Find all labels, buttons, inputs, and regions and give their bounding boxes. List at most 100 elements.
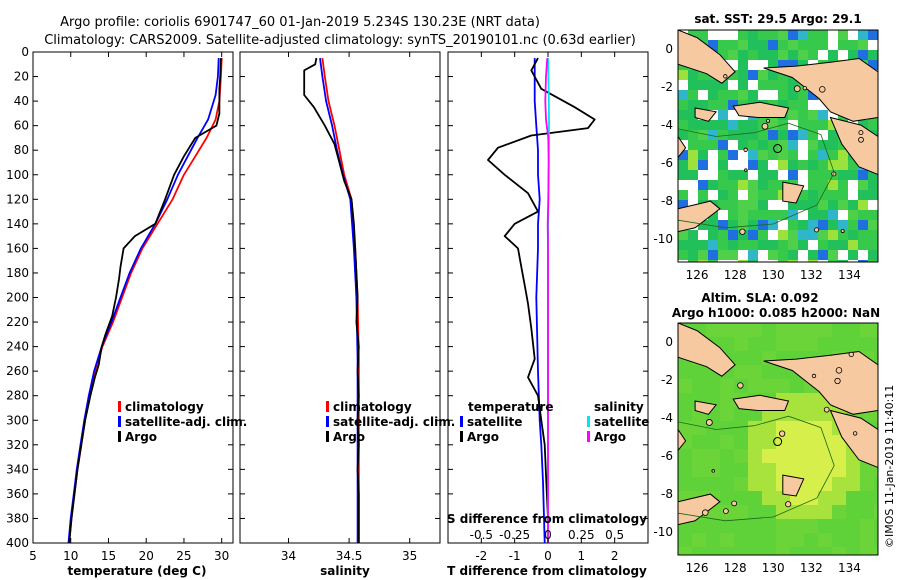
map-cell — [868, 180, 878, 191]
map-cell — [734, 435, 749, 450]
map-cell — [808, 240, 819, 251]
map-cell — [848, 250, 859, 261]
map-cell — [728, 230, 739, 241]
map-cell — [748, 519, 763, 534]
map-cell — [846, 477, 861, 492]
x-tick-label: 35 — [402, 549, 417, 563]
map-cell — [778, 170, 789, 181]
map-cell — [798, 110, 809, 121]
map-cell — [748, 160, 759, 171]
map-x-tick-label: 132 — [800, 561, 823, 575]
map-cell — [838, 160, 849, 171]
island — [722, 508, 729, 515]
map-y-tick-label: -8 — [661, 194, 673, 208]
map-cell — [848, 230, 859, 241]
legend-swatch-magenta — [587, 431, 590, 442]
map-cell — [868, 260, 878, 262]
map-cell — [734, 505, 749, 520]
map-cell — [768, 230, 779, 241]
island — [834, 377, 841, 385]
map-cell — [706, 435, 721, 450]
map-cell — [688, 70, 699, 81]
x-tick-label: 34 — [281, 549, 296, 563]
island — [739, 228, 746, 235]
island — [705, 419, 713, 426]
map-cell — [708, 140, 719, 151]
map-x-tick-label: 130 — [762, 561, 785, 575]
map-cell — [828, 50, 839, 61]
map-y-tick-label: -2 — [661, 80, 673, 94]
map-cell — [758, 70, 769, 81]
map-cell — [828, 150, 839, 161]
map-cell — [718, 230, 729, 241]
map-cell — [688, 190, 699, 201]
map-cell — [846, 547, 861, 555]
map-cell — [718, 190, 729, 201]
map-cell — [868, 170, 878, 181]
map-cell — [808, 220, 819, 231]
map-cell — [788, 40, 799, 51]
map-cell — [748, 40, 759, 51]
map-cell — [858, 200, 869, 211]
map-cell — [818, 150, 829, 161]
map-cell — [776, 463, 791, 478]
map-cell — [808, 110, 819, 121]
map-cell — [798, 230, 809, 241]
map-cell — [688, 130, 699, 141]
map-cell — [798, 120, 809, 131]
map-cell — [734, 337, 749, 352]
map-cell — [828, 250, 839, 261]
map-cell — [728, 180, 739, 191]
map-cell — [778, 150, 789, 161]
map-cell — [804, 533, 819, 548]
y-tick-label: 60 — [14, 119, 29, 133]
x-tick-label: -1 — [509, 549, 521, 563]
x-tick-label: 30 — [214, 549, 229, 563]
map-cell — [832, 323, 847, 338]
map-cell — [798, 130, 809, 141]
map-cell — [698, 80, 709, 91]
map-cell — [692, 519, 707, 534]
map-cell — [788, 110, 799, 121]
map-cell — [748, 323, 763, 338]
map-cell — [688, 120, 699, 131]
map-cell — [798, 180, 809, 191]
map-cell — [758, 260, 769, 262]
map-cell — [832, 463, 847, 478]
map-cell — [728, 170, 739, 181]
y-tick-label: 360 — [6, 487, 29, 501]
map-cell — [748, 200, 759, 211]
map-cell — [768, 260, 779, 262]
map-cell — [808, 180, 819, 191]
map-cell — [798, 140, 809, 151]
legend-label: Argo — [594, 430, 626, 444]
map-cell — [728, 30, 739, 41]
top-x-tick-label: 0.25 — [568, 528, 595, 542]
legend-header-temperature: temperature — [468, 400, 553, 414]
map-cell — [768, 70, 779, 81]
figure-title-line1: Argo profile: coriolis 6901747_60 01-Jan… — [60, 15, 540, 30]
map-y-tick-label: -4 — [661, 411, 673, 425]
map-cell — [868, 210, 878, 221]
sst-map-frame — [677, 29, 879, 263]
y-tick-label: 40 — [14, 94, 29, 108]
map-cell — [832, 477, 847, 492]
series-line-argo — [68, 58, 222, 543]
map-cell — [828, 180, 839, 191]
map-cell — [698, 70, 709, 81]
map-cell — [734, 421, 749, 436]
map-cell — [748, 30, 759, 41]
map-cell — [762, 379, 777, 394]
map-cell — [738, 200, 749, 211]
map-cell — [734, 351, 749, 366]
map-cell — [678, 190, 689, 201]
map-cell — [678, 477, 693, 492]
map-cell — [818, 30, 829, 41]
map-cell — [688, 170, 699, 181]
map-x-tick-label: 128 — [724, 561, 747, 575]
island — [702, 509, 709, 516]
map-cell — [692, 477, 707, 492]
map-cell — [808, 90, 819, 101]
map-cell — [768, 250, 779, 261]
map-cell — [838, 210, 849, 221]
